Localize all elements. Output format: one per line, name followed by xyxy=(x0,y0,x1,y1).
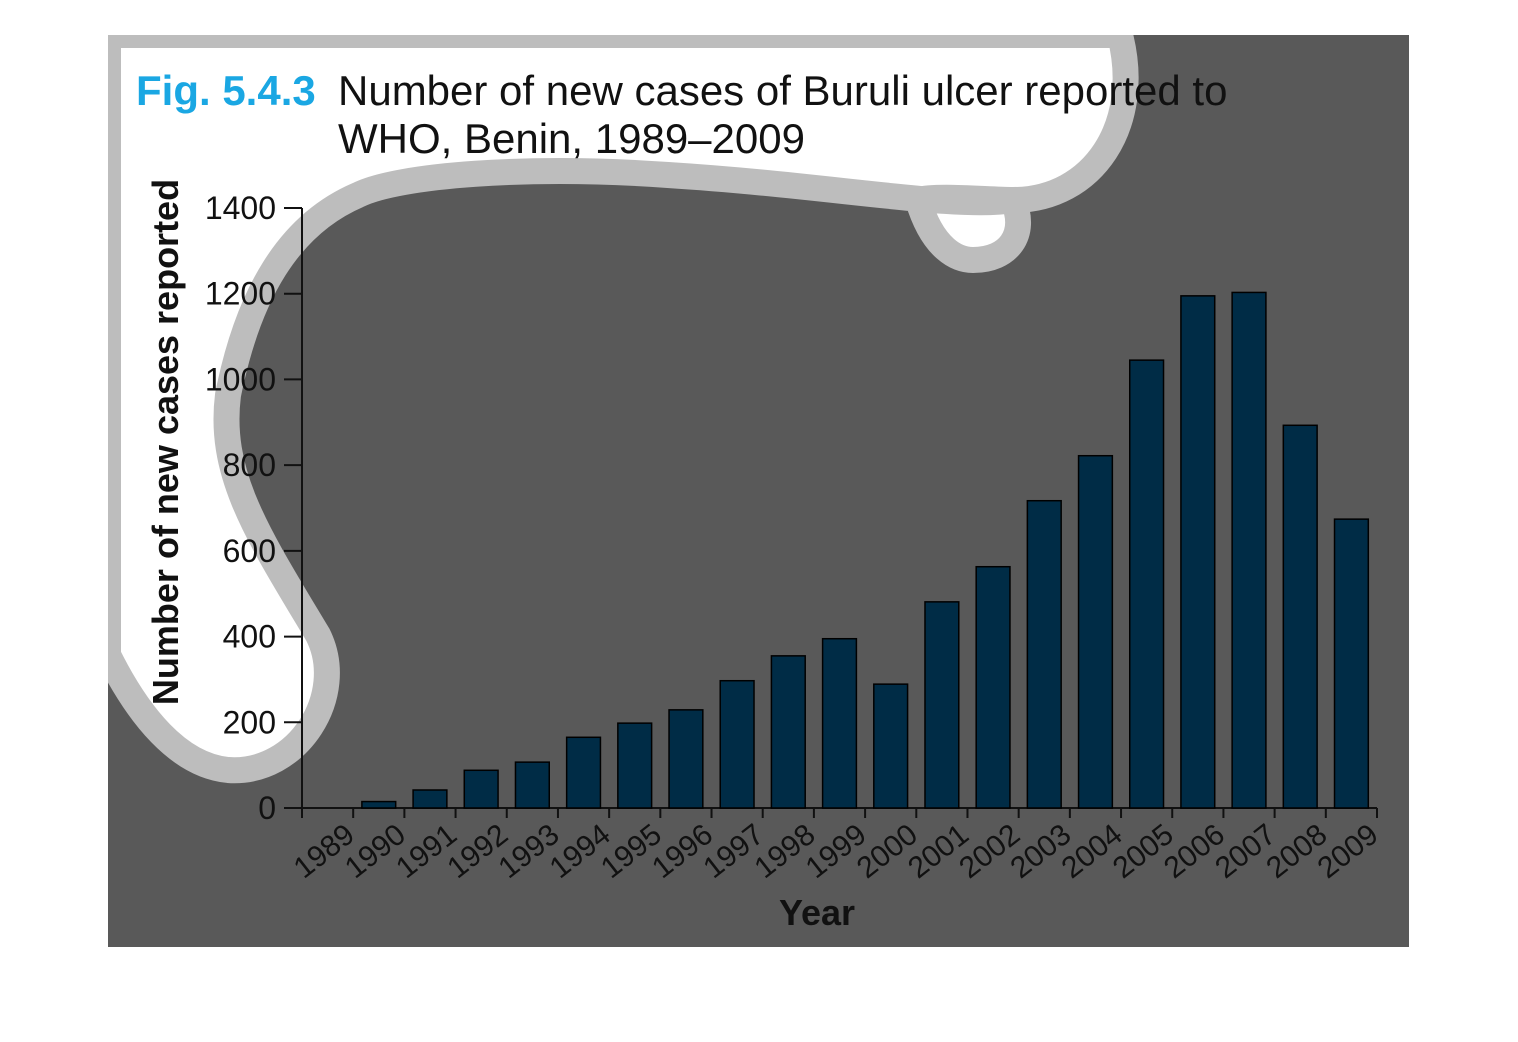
bar-1993 xyxy=(514,761,551,809)
bar-1992 xyxy=(463,769,499,809)
x-axis-label: Year xyxy=(779,892,855,933)
bar-1997 xyxy=(719,679,755,809)
bar-1996 xyxy=(668,709,704,809)
x-axis: 1989199019911992199319941995199619971998… xyxy=(288,807,1385,885)
figure-title: Fig. 5.4.3 Number of new cases of Buruli… xyxy=(136,67,1338,163)
figure-number: Fig. 5.4.3 xyxy=(136,67,316,114)
bar-2007 xyxy=(1231,291,1267,809)
bar-1994 xyxy=(565,736,602,809)
y-tick-label: 600 xyxy=(223,533,276,569)
y-tick-label: 1000 xyxy=(205,361,276,397)
background-blob-shape xyxy=(108,35,1139,784)
x-tick-label: 2009 xyxy=(1312,818,1385,885)
bar-2004 xyxy=(1077,454,1114,809)
y-tick-label: 1400 xyxy=(205,190,276,226)
y-tick-label: 200 xyxy=(223,704,276,740)
y-tick-label: 1200 xyxy=(205,276,276,312)
y-axis: 0 200 400 600 800 1000 1200 1400 xyxy=(205,190,303,826)
bar-2001 xyxy=(924,601,960,809)
bar-2005 xyxy=(1129,359,1165,809)
y-axis-label: Number of new cases reported xyxy=(145,179,186,705)
figure-panel: Fig. 5.4.3 Number of new cases of Buruli… xyxy=(108,35,1409,947)
bar-1998 xyxy=(770,655,806,809)
bar-1991 xyxy=(412,789,448,809)
y-tick-label: 0 xyxy=(258,790,276,826)
figure-title-text: Number of new cases of Buruli ulcer repo… xyxy=(338,67,1228,162)
bars xyxy=(361,291,1370,809)
bar-2009 xyxy=(1333,518,1370,809)
bar-2008 xyxy=(1282,424,1318,809)
background-blob-decoration xyxy=(108,35,1139,784)
bar-2002 xyxy=(975,565,1011,809)
bar-2000 xyxy=(873,683,909,809)
bar-1999 xyxy=(821,637,858,809)
y-tick-label: 400 xyxy=(223,619,276,655)
bar-chart: 0 200 400 600 800 1000 1200 1400 19891990199119… xyxy=(145,179,1385,933)
bar-1990 xyxy=(361,800,397,809)
bar-2003 xyxy=(1026,499,1062,809)
bar-2006 xyxy=(1180,295,1216,809)
y-tick-label: 800 xyxy=(223,447,276,483)
bar-1995 xyxy=(617,722,653,809)
